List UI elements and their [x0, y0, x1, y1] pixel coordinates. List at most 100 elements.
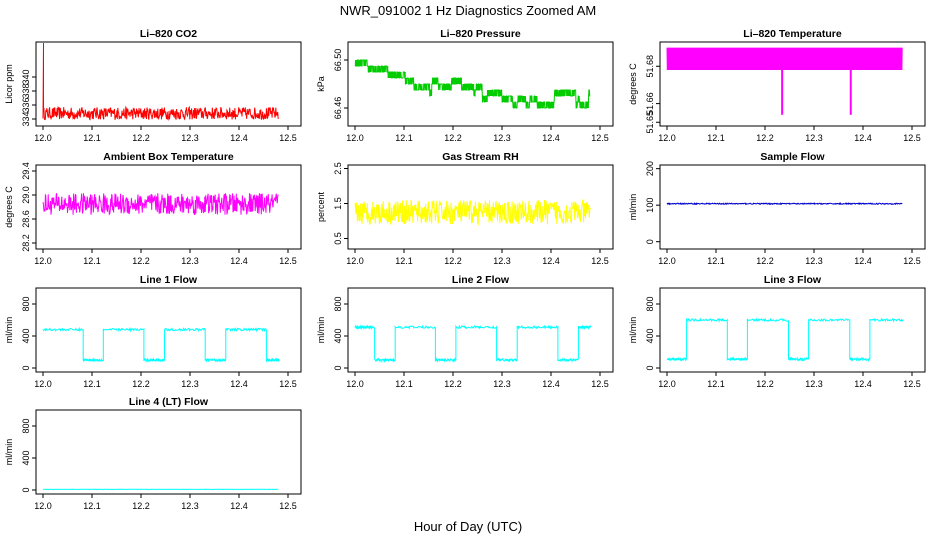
x-tick-label: 12.5	[903, 379, 921, 389]
x-tick-label: 12.4	[854, 256, 872, 266]
x-tick-label: 12.2	[132, 133, 150, 143]
data-series	[42, 43, 279, 122]
panel-10: Line 4 (LT) Flow ml/min 0 400 800 12.0 12.1 12.…	[4, 396, 302, 511]
series-line	[354, 59, 591, 109]
x-tick-label: 12.1	[83, 256, 101, 266]
x-tick-label: 12.2	[132, 256, 150, 266]
y-tick-label: 100	[645, 198, 655, 213]
x-tick-label: 12.1	[395, 379, 413, 389]
y-tick-label: 334	[21, 111, 31, 126]
x-tick-label: 12.5	[591, 379, 609, 389]
series-line	[354, 199, 591, 227]
x-tick-label: 12.3	[805, 256, 823, 266]
x-tick-label: 12.2	[132, 501, 150, 511]
y-axis-label: ml/min	[4, 317, 14, 344]
plot-frame	[659, 287, 926, 373]
panel-title: Li–820 Temperature	[743, 28, 842, 40]
y-tick-label: 51.68	[645, 55, 655, 78]
x-tick-label: 12.3	[181, 133, 199, 143]
x-tick-label: 12.2	[444, 256, 462, 266]
x-tick-label: 12.4	[542, 379, 560, 389]
x-tick-label: 12.5	[591, 256, 609, 266]
series-line	[354, 324, 592, 363]
x-tick-label: 12.5	[591, 133, 609, 143]
x-tick-label: 12.3	[493, 133, 511, 143]
y-tick-label: 0.5	[333, 232, 343, 245]
y-tick-label: 400	[645, 328, 655, 343]
x-tick-label: 12.2	[756, 133, 774, 143]
x-tick-label: 12.5	[903, 256, 921, 266]
plot-frame	[347, 287, 614, 373]
panel-6: Sample Flow ml/min 0 100 200 12.0 12.1 12.2 12.3…	[628, 151, 926, 266]
x-tick-label: 12.1	[395, 133, 413, 143]
y-axis-label: degrees C	[4, 186, 14, 228]
x-tick-label: 12.2	[756, 379, 774, 389]
y-tick-label: 51.66	[645, 92, 655, 115]
series-line	[42, 326, 280, 363]
y-tick-label: 1.5	[333, 197, 343, 210]
x-tick-label: 12.4	[230, 256, 248, 266]
x-tick-label: 12.0	[34, 501, 52, 511]
x-tick-label: 12.3	[805, 379, 823, 389]
plot-frame	[35, 287, 302, 373]
x-tick-label: 12.4	[230, 501, 248, 511]
panel-2: Li–820 Pressure kPa 66.46 66.50 12.0 12.1 12.2…	[316, 28, 614, 143]
series-line	[666, 47, 903, 71]
data-series	[42, 193, 279, 216]
panel-title: Sample Flow	[760, 151, 825, 163]
plot-frame	[35, 41, 302, 127]
series-line	[666, 201, 903, 206]
panel-9: Line 3 Flow ml/min 0 400 800 12.0 12.1 12.2 12.3…	[628, 274, 926, 389]
x-tick-label: 12.0	[658, 133, 676, 143]
plot-frame	[659, 41, 926, 127]
x-tick-label: 12.4	[230, 379, 248, 389]
y-tick-label: 66.50	[333, 49, 343, 72]
x-tick-label: 12.1	[83, 133, 101, 143]
y-axis-label: degrees C	[628, 63, 638, 105]
y-tick-label: 0	[645, 365, 655, 370]
x-tick-label: 12.2	[444, 133, 462, 143]
x-tick-label: 12.0	[346, 379, 364, 389]
y-tick-label: 200	[645, 161, 655, 176]
y-tick-label: 29.0	[21, 186, 31, 204]
x-tick-label: 12.1	[83, 379, 101, 389]
plot-frame	[659, 164, 926, 250]
x-tick-label: 12.0	[658, 256, 676, 266]
x-tick-label: 12.5	[903, 133, 921, 143]
x-tick-label: 12.3	[493, 379, 511, 389]
data-series	[666, 317, 904, 363]
x-tick-label: 12.0	[34, 379, 52, 389]
x-tick-label: 12.1	[707, 379, 725, 389]
y-tick-label: 29.4	[21, 162, 31, 180]
x-tick-label: 12.4	[854, 133, 872, 143]
x-tick-label: 12.1	[707, 133, 725, 143]
x-tick-label: 12.4	[542, 133, 560, 143]
y-tick-label: 800	[21, 296, 31, 311]
y-tick-label: 0	[21, 365, 31, 370]
y-tick-label: 336	[21, 97, 31, 112]
x-tick-label: 12.0	[34, 256, 52, 266]
panel-title: Gas Stream RH	[442, 151, 518, 163]
y-tick-label: 28.2	[21, 234, 31, 252]
x-axis-label: Hour of Day (UTC)	[414, 519, 522, 534]
x-tick-label: 12.0	[346, 133, 364, 143]
y-tick-label: 0	[21, 487, 31, 492]
data-series	[42, 326, 280, 363]
x-tick-label: 12.5	[279, 256, 297, 266]
data-series	[666, 47, 903, 115]
y-tick-label: 338	[21, 83, 31, 98]
y-axis-label: ml/min	[628, 194, 638, 221]
x-tick-label: 12.5	[279, 133, 297, 143]
x-tick-label: 12.2	[132, 379, 150, 389]
y-axis-label: ml/min	[628, 317, 638, 344]
y-tick-label: 400	[21, 450, 31, 465]
plot-frame	[347, 41, 614, 127]
y-tick-label: 800	[645, 296, 655, 311]
data-series	[354, 324, 592, 363]
y-tick-label: 0	[645, 239, 655, 244]
panel-title: Line 4 (LT) Flow	[129, 396, 209, 408]
panel-title: Line 2 Flow	[452, 274, 510, 286]
